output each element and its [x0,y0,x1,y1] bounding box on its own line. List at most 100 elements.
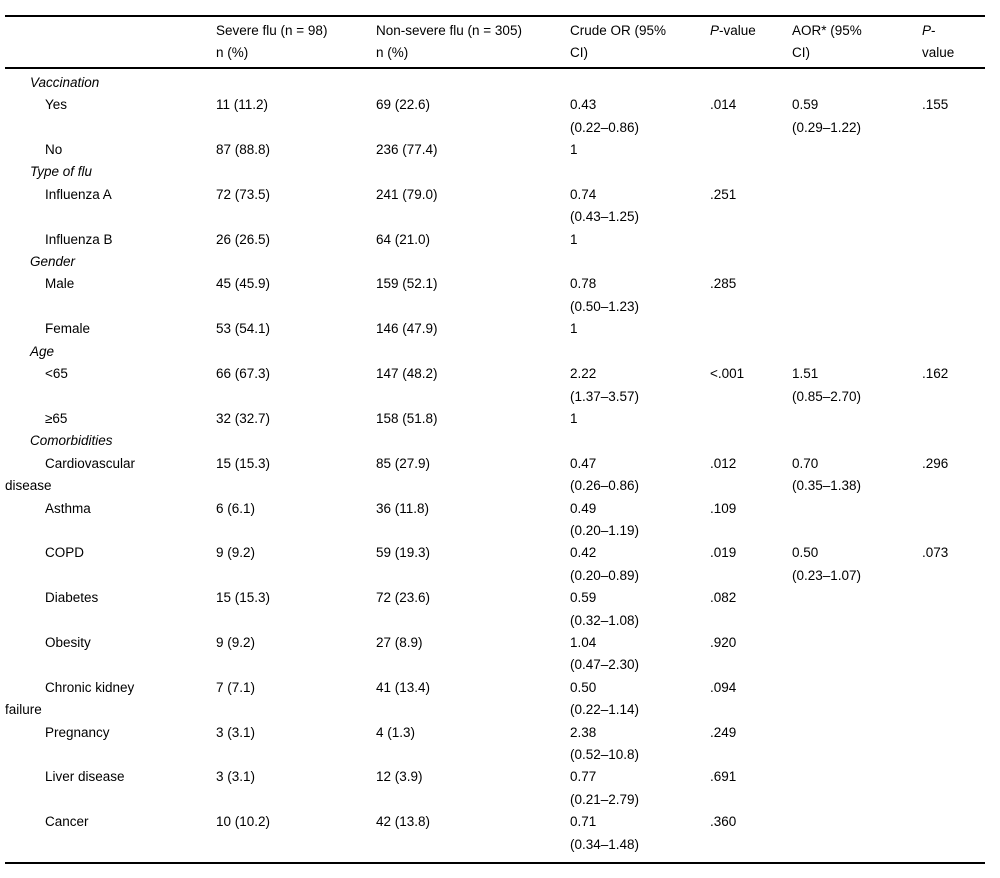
cell-non-severe: 42 (13.8) [376,814,431,830]
table-row: Male 45 (45.9) 159 (52.1) 0.78 (0.50–1.23) .2… [5,273,985,318]
cell-aor [792,273,922,318]
cell-label: Asthma [45,500,91,516]
cell-aor [792,722,922,767]
cell-label: Diabetes [45,590,99,606]
cell-severe: 87 (88.8) [216,142,271,158]
cell-non-severe: 59 (19.3) [376,545,431,561]
cell-aor: 0.70 (0.35–1.38) [792,455,862,494]
col-header-aor: AOR* (95% CI) [792,16,922,69]
cell-label: Male [45,276,75,292]
col-header-non-severe-flu: Non-severe flu (n = 305) n (%) [376,16,570,69]
cell-aor [792,318,922,340]
section-label: Gender [30,254,76,270]
cell-crude-or: 1 [570,142,578,158]
cell-p-value-crude: .920 [710,634,737,650]
cell-label: ≥65 [45,410,68,426]
cell-crude-or: 2.22 (1.37–3.57) [570,366,640,404]
cell-aor [792,184,922,229]
cell-p-value-adjusted [922,677,985,722]
cell-non-severe: 147 (48.2) [376,366,438,382]
section-row: Age [5,341,985,363]
cell-p-value-adjusted [922,722,985,767]
results-table: Severe flu (n = 98) n (%) Non-severe flu (… [5,15,985,865]
cell-severe: 66 (67.3) [216,366,271,382]
cell-crude-or: 0.71 (0.34–1.48) [570,814,640,852]
table-row: <65 66 (67.3) 147 (48.2) 2.22 (1.37–3.57) <.0… [5,363,985,408]
cell-aor: 0.59 (0.29–1.22) [792,97,862,135]
cell-aor [792,811,922,863]
cell-p-value-adjusted: .073 [922,545,949,561]
cell-p-value-crude [710,139,792,161]
col-header-category [5,16,216,69]
cell-p-value-adjusted [922,229,985,251]
cell-aor [792,632,922,677]
cell-label: Cardiovascular disease [5,455,136,494]
cell-label: Female [45,321,91,337]
cell-p-value-adjusted: .162 [922,366,949,382]
table-row: Chronic kidney failure 7 (7.1) 41 (13.4) 0.5… [5,677,985,722]
cell-p-value-adjusted [922,766,985,811]
cell-label: No [45,142,63,158]
cell-crude-or: 0.78 (0.50–1.23) [570,276,640,314]
cell-severe: 7 (7.1) [216,679,256,695]
table-row: ≥65 32 (32.7) 158 (51.8) 1 [5,408,985,430]
cell-label: Chronic kidney failure [5,679,135,718]
cell-label: Cancer [45,814,89,830]
cell-severe: 3 (3.1) [216,769,256,785]
cell-severe: 45 (45.9) [216,276,271,292]
table-header: Severe flu (n = 98) n (%) Non-severe flu (… [5,16,985,69]
cell-non-severe: 85 (27.9) [376,455,431,471]
cell-label: Influenza B [45,231,113,247]
cell-severe: 53 (54.1) [216,321,271,337]
cell-severe: 3 (3.1) [216,724,256,740]
cell-p-value-crude: .691 [710,769,737,785]
cell-non-severe: 4 (1.3) [376,724,416,740]
cell-aor [792,766,922,811]
cell-p-value-crude [710,318,792,340]
cell-aor [792,229,922,251]
section-row: Comorbidities [5,430,985,452]
section-row: Type of flu [5,161,985,183]
cell-aor [792,139,922,161]
cell-severe: 72 (73.5) [216,186,271,202]
cell-aor: 1.51 (0.85–2.70) [792,366,862,404]
cell-p-value-crude: .019 [710,545,737,561]
cell-p-value-crude: .014 [710,97,737,113]
cell-crude-or: 0.77 (0.21–2.79) [570,769,640,807]
table-row: Influenza A 72 (73.5) 241 (79.0) 0.74 (0.43–… [5,184,985,229]
cell-crude-or: 0.74 (0.43–1.25) [570,186,640,225]
cell-p-value-adjusted [922,184,985,229]
cell-p-value-adjusted: .296 [922,455,949,471]
cell-label: Pregnancy [45,724,110,740]
col-header-p-value-crude: P-value [710,16,792,69]
section-row: Gender [5,251,985,273]
cell-p-value-crude: .094 [710,679,737,695]
table-row: Female 53 (54.1) 146 (47.9) 1 [5,318,985,340]
table-row: Liver disease 3 (3.1) 12 (3.9) 0.77 (0.21–2.… [5,766,985,811]
cell-non-severe: 146 (47.9) [376,321,438,337]
cell-non-severe: 27 (8.9) [376,634,423,650]
cell-label: Influenza A [45,186,112,202]
section-row: Vaccination [5,68,985,94]
table-row: Asthma 6 (6.1) 36 (11.8) 0.49 (0.20–1.19) .10… [5,498,985,543]
cell-p-value-adjusted [922,139,985,161]
cell-label: COPD [45,545,85,561]
cell-p-value-crude: .249 [710,724,737,740]
cell-p-value-adjusted [922,587,985,632]
cell-severe: 10 (10.2) [216,814,271,830]
table-row: Cancer 10 (10.2) 42 (13.8) 0.71 (0.34–1.48).… [5,811,985,863]
cell-p-value-crude [710,229,792,251]
cell-p-value-crude: .109 [710,500,737,516]
cell-p-value-crude: .251 [710,186,737,202]
cell-aor: 0.50 (0.23–1.07) [792,545,862,583]
cell-non-severe: 36 (11.8) [376,500,430,516]
cell-p-value-crude: .082 [710,590,737,606]
table-row: Yes 11 (11.2) 69 (22.6) 0.43 (0.22–0.86) .014… [5,94,985,139]
cell-non-severe: 64 (21.0) [376,231,431,247]
cell-p-value-adjusted [922,273,985,318]
cell-label: Liver disease [45,769,125,785]
cell-aor [792,498,922,543]
section-label: Age [30,343,55,359]
cell-p-value-adjusted [922,811,985,863]
